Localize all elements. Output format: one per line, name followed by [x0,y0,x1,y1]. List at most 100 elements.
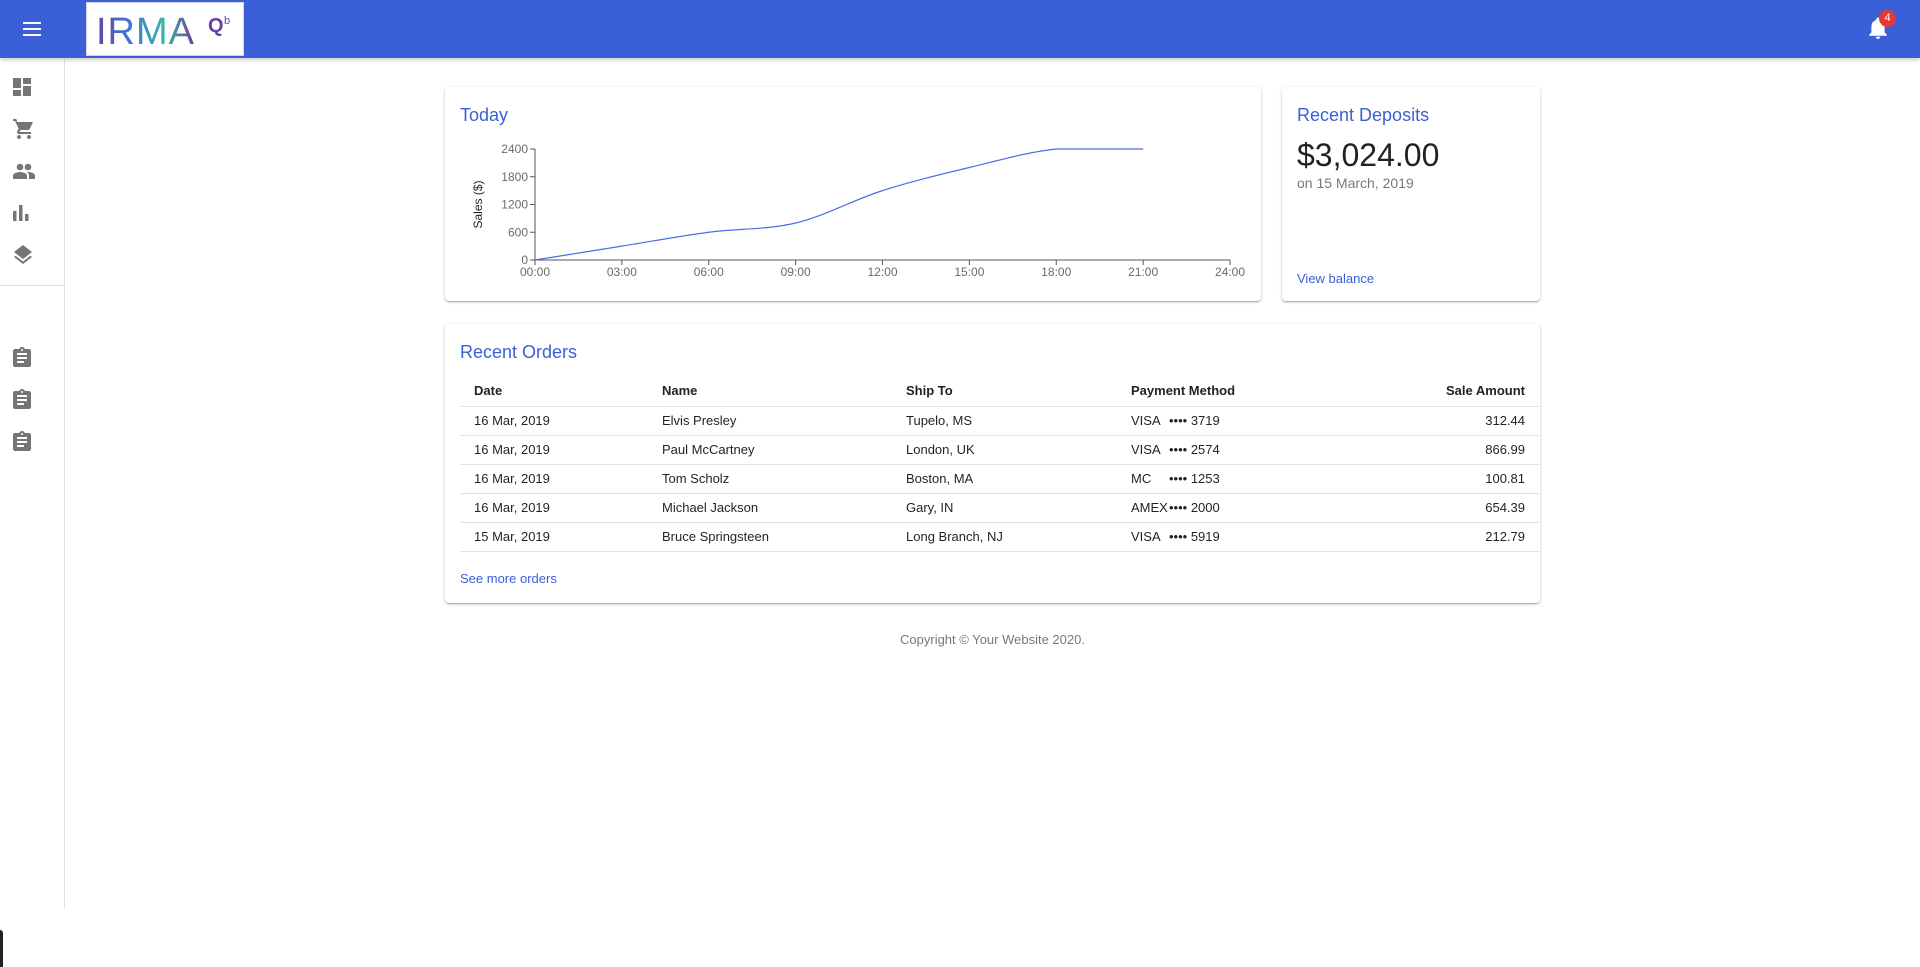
name-cell: Elvis Presley [648,406,892,436]
drawer-divider [0,285,64,286]
view-balance-link[interactable]: View balance [1297,271,1375,286]
column-header-name: Name [648,376,892,407]
y-tick-label: 0 [521,253,528,267]
today-card: Today 0 600 1200 1800 2400 00:00 03:00 06:00 09:… [445,87,1261,301]
drawer-resize-handle [0,930,3,967]
payment-card-number: •••• 2000 [1169,500,1220,515]
ship-to-cell: Long Branch, NJ [892,522,1117,552]
date-cell: 16 Mar, 2019 [460,493,648,523]
name-cell: Tom Scholz [648,464,892,494]
table-row: 16 Mar, 2019 Michael Jackson Gary, IN AMEX•… [460,493,1539,523]
amount-cell: 866.99 [1317,435,1539,465]
nav-reports[interactable] [0,192,64,234]
payment-card-number: •••• 3719 [1169,413,1220,428]
x-tick-label: 12:00 [867,265,897,279]
nav-orders[interactable] [0,108,64,150]
x-tick-label: 09:00 [781,265,811,279]
table-row: 16 Mar, 2019 Paul McCartney London, UK VISA… [460,435,1539,465]
ship-to-cell: Tupelo, MS [892,406,1117,436]
y-tick-label: 2400 [501,142,528,156]
y-tick-label: 1800 [501,170,528,184]
logo-image: IRMA Q b [96,11,230,52]
svg-text:Q: Q [208,15,224,37]
name-cell: Paul McCartney [648,435,892,465]
deposits-title: Recent Deposits [1297,105,1430,125]
payment-cell: AMEX•••• 2000 [1117,493,1317,523]
svg-text:IRMA: IRMA [96,11,195,52]
assignment-icon [13,347,31,367]
assignment-icon [13,389,31,409]
x-tick-label: 21:00 [1128,265,1158,279]
date-cell: 16 Mar, 2019 [460,406,648,436]
ship-to-cell: Gary, IN [892,493,1117,523]
sales-line [534,148,1144,261]
y-tick-label: 600 [508,225,528,239]
see-more-orders-link[interactable]: See more orders [460,571,557,586]
orders-card: Recent Orders Date Name Ship To Payment … [445,324,1540,603]
column-header-ship-to: Ship To [892,376,1117,407]
x-tick-label: 00:00 [520,265,550,279]
payment-type: VISA [1131,529,1161,544]
table-row: 16 Mar, 2019 Elvis Presley Tupelo, MS VISA •… [460,406,1539,436]
column-header-date: Date [460,376,648,407]
payment-type: VISA [1131,413,1161,428]
table-row: 15 Mar, 2019 Bruce Springsteen Long Branch… [460,522,1539,552]
name-cell: Michael Jackson [648,493,892,523]
layers-icon [14,245,32,264]
amount-cell: 212.79 [1317,522,1539,552]
nav-report-3[interactable] [0,420,64,462]
x-tick-label: 06:00 [694,265,724,279]
deposit-amount: $3,024.00 [1297,137,1440,173]
payment-type: AMEX [1131,500,1168,515]
sales-chart: 0 600 1200 1800 2400 00:00 03:00 06:00 09:00 12:0… [471,142,1245,279]
svg-text:b: b [224,15,230,27]
assignment-icon [13,431,31,451]
payment-cell: MC •••• 1253 [1117,464,1317,494]
name-cell: Bruce Springsteen [648,522,892,552]
column-header-sale-amount: Sale Amount [1317,376,1539,407]
table-header-row: Date Name Ship To Payment Method Sale Am… [460,376,1539,407]
copyright-text: Copyright © Your Website 2020. [900,632,1085,647]
nav-integrations[interactable] [0,234,64,276]
amount-cell: 654.39 [1317,493,1539,523]
bar-chart-icon [13,205,29,221]
nav-dashboard[interactable] [0,66,64,108]
x-tick-label: 18:00 [1041,265,1071,279]
payment-card-number: •••• 1253 [1169,471,1220,486]
menu-icon[interactable] [14,11,50,47]
date-cell: 16 Mar, 2019 [460,464,648,494]
nav-customers[interactable] [0,150,64,192]
app-bar: IRMA Q b 4 [0,0,1920,58]
payment-type: VISA [1131,442,1161,457]
y-axis-label: Sales ($) [471,180,485,228]
deposit-date: on 15 March, 2019 [1297,175,1414,191]
orders-table: Date Name Ship To Payment Method Sale Am… [460,376,1539,552]
cart-icon [13,119,33,139]
y-tick-label: 1200 [501,198,528,212]
payment-cell: VISA •••• 3719 [1117,406,1317,436]
orders-title: Recent Orders [460,342,578,362]
ship-to-cell: Boston, MA [892,464,1117,494]
nav-report-1[interactable] [0,336,64,378]
bell-icon[interactable]: 4 [1862,10,1896,44]
payment-type: MC [1131,471,1152,486]
column-header-payment-method: Payment Method [1117,376,1317,407]
date-cell: 15 Mar, 2019 [460,522,648,552]
amount-cell: 100.81 [1317,464,1539,494]
dashboard-icon [13,78,31,96]
people-icon [13,163,35,179]
payment-cell: VISA •••• 5919 [1117,522,1317,552]
payment-card-number: •••• 2574 [1169,442,1220,457]
x-tick-label: 03:00 [607,265,637,279]
side-drawer [0,58,65,967]
deposits-card: Recent Deposits $3,024.00 on 15 March, 2… [1282,87,1540,301]
ship-to-cell: London, UK [892,435,1117,465]
date-cell: 16 Mar, 2019 [460,435,648,465]
x-tick-label: 15:00 [954,265,984,279]
payment-card-number: •••• 5919 [1169,529,1220,544]
table-row: 16 Mar, 2019 Tom Scholz Boston, MA MC •••• 1… [460,464,1539,494]
nav-report-2[interactable] [0,378,64,420]
logo[interactable]: IRMA Q b [86,2,244,56]
payment-cell: VISA •••• 2574 [1117,435,1317,465]
x-tick-label: 24:00 [1215,265,1245,279]
